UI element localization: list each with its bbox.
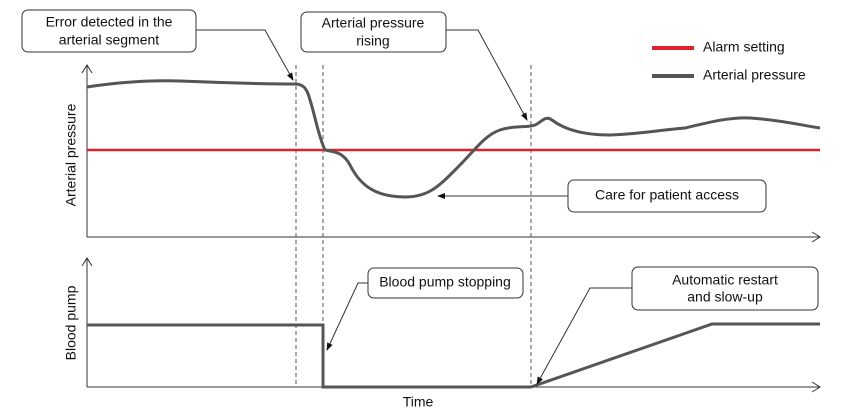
leader	[196, 29, 294, 81]
leader	[536, 287, 632, 385]
legend-label: Alarm setting	[703, 39, 785, 55]
callout-text: Blood pump stopping	[379, 274, 511, 290]
leader	[326, 282, 368, 351]
axis-label: Blood pump	[63, 285, 79, 360]
callout-text: rising	[356, 33, 389, 49]
axes	[81, 64, 821, 393]
dashed-lines	[295, 65, 532, 387]
callout-box	[21, 9, 197, 53]
leader	[446, 29, 528, 121]
pump-curve	[87, 322, 820, 389]
callout-text: Arterial pressure	[322, 15, 425, 31]
callout-text: Care for patient access	[595, 187, 739, 203]
axis-label: Arterial pressure	[63, 103, 79, 206]
callout-box	[567, 179, 767, 213]
callout-box	[300, 11, 447, 53]
legend-label: Arterial pressure	[703, 67, 806, 83]
callout-text: arterial segment	[59, 32, 159, 48]
callout-text: and slow-up	[687, 289, 763, 305]
callout-text: Error detected in the	[46, 14, 173, 30]
callout-box	[367, 267, 524, 299]
pressure-curve	[86, 79, 821, 199]
axis-label: Time	[403, 394, 434, 410]
callout-box	[631, 266, 819, 311]
callout-text: Automatic restart	[672, 272, 778, 288]
